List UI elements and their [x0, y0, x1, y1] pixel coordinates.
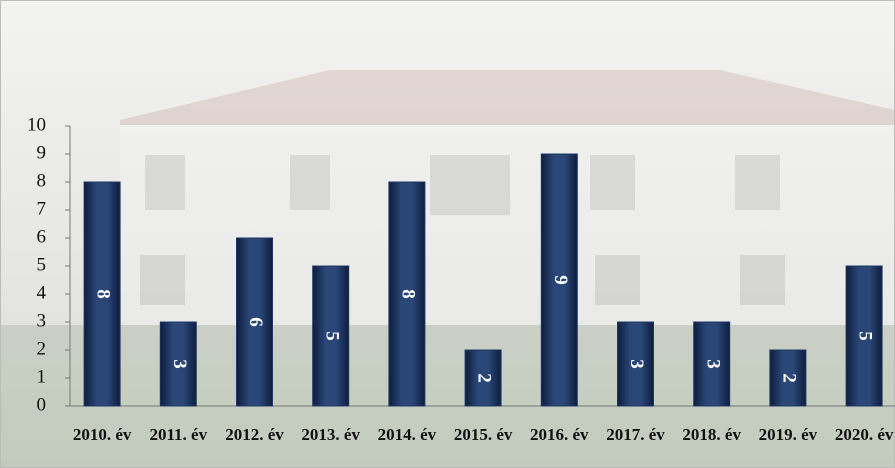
- chart-canvas: 0 1 2 3 4 5 6 7 8 9 10 8 3 6 5 8 2 9 3 3 2 5: [0, 0, 895, 468]
- y-tick-label: 5: [37, 254, 47, 275]
- x-tick-label: 2016. év: [529, 424, 589, 445]
- y-tick-label: 7: [37, 198, 47, 219]
- background-building: [0, 70, 895, 468]
- value-label: 8: [93, 289, 114, 299]
- y-tick-label: 10: [27, 114, 46, 135]
- value-label: 5: [321, 331, 342, 341]
- x-tick-label: 2017. év: [606, 424, 666, 445]
- y-tick-label: 0: [37, 394, 47, 415]
- y-tick-label: 2: [37, 338, 47, 359]
- value-label: 8: [398, 289, 419, 299]
- value-label: 9: [550, 275, 571, 285]
- y-tick-label: 3: [37, 310, 47, 331]
- y-tick-label: 4: [37, 282, 47, 303]
- x-tick-label: 2012. év: [225, 424, 285, 445]
- x-tick-label: 2018. év: [682, 424, 742, 445]
- x-tick-label: 2019. év: [758, 424, 818, 445]
- y-tick-label: 8: [37, 170, 47, 191]
- value-label: 3: [626, 359, 647, 369]
- x-tick-label: 2020. év: [834, 424, 894, 445]
- y-tick-label: 1: [37, 366, 47, 387]
- value-label: 6: [245, 317, 266, 327]
- x-tick-label: 2014. év: [377, 424, 437, 445]
- x-tick-label: 2010. év: [72, 424, 132, 445]
- y-tick-label: 9: [37, 142, 47, 163]
- value-label: 3: [702, 359, 723, 369]
- y-tick-label: 6: [37, 226, 47, 247]
- value-label: 2: [474, 373, 495, 383]
- value-label: 3: [169, 359, 190, 369]
- value-label: 5: [855, 331, 876, 341]
- value-label: 2: [779, 373, 800, 383]
- x-tick-label: 2011. év: [148, 424, 208, 445]
- x-tick-label: 2013. év: [301, 424, 361, 445]
- x-tick-label: 2015. év: [453, 424, 513, 445]
- chart: 0 1 2 3 4 5 6 7 8 9 10 8 3 6 5 8 2 9 3 3 2 5 2010. év 2011. év…: [0, 0, 895, 468]
